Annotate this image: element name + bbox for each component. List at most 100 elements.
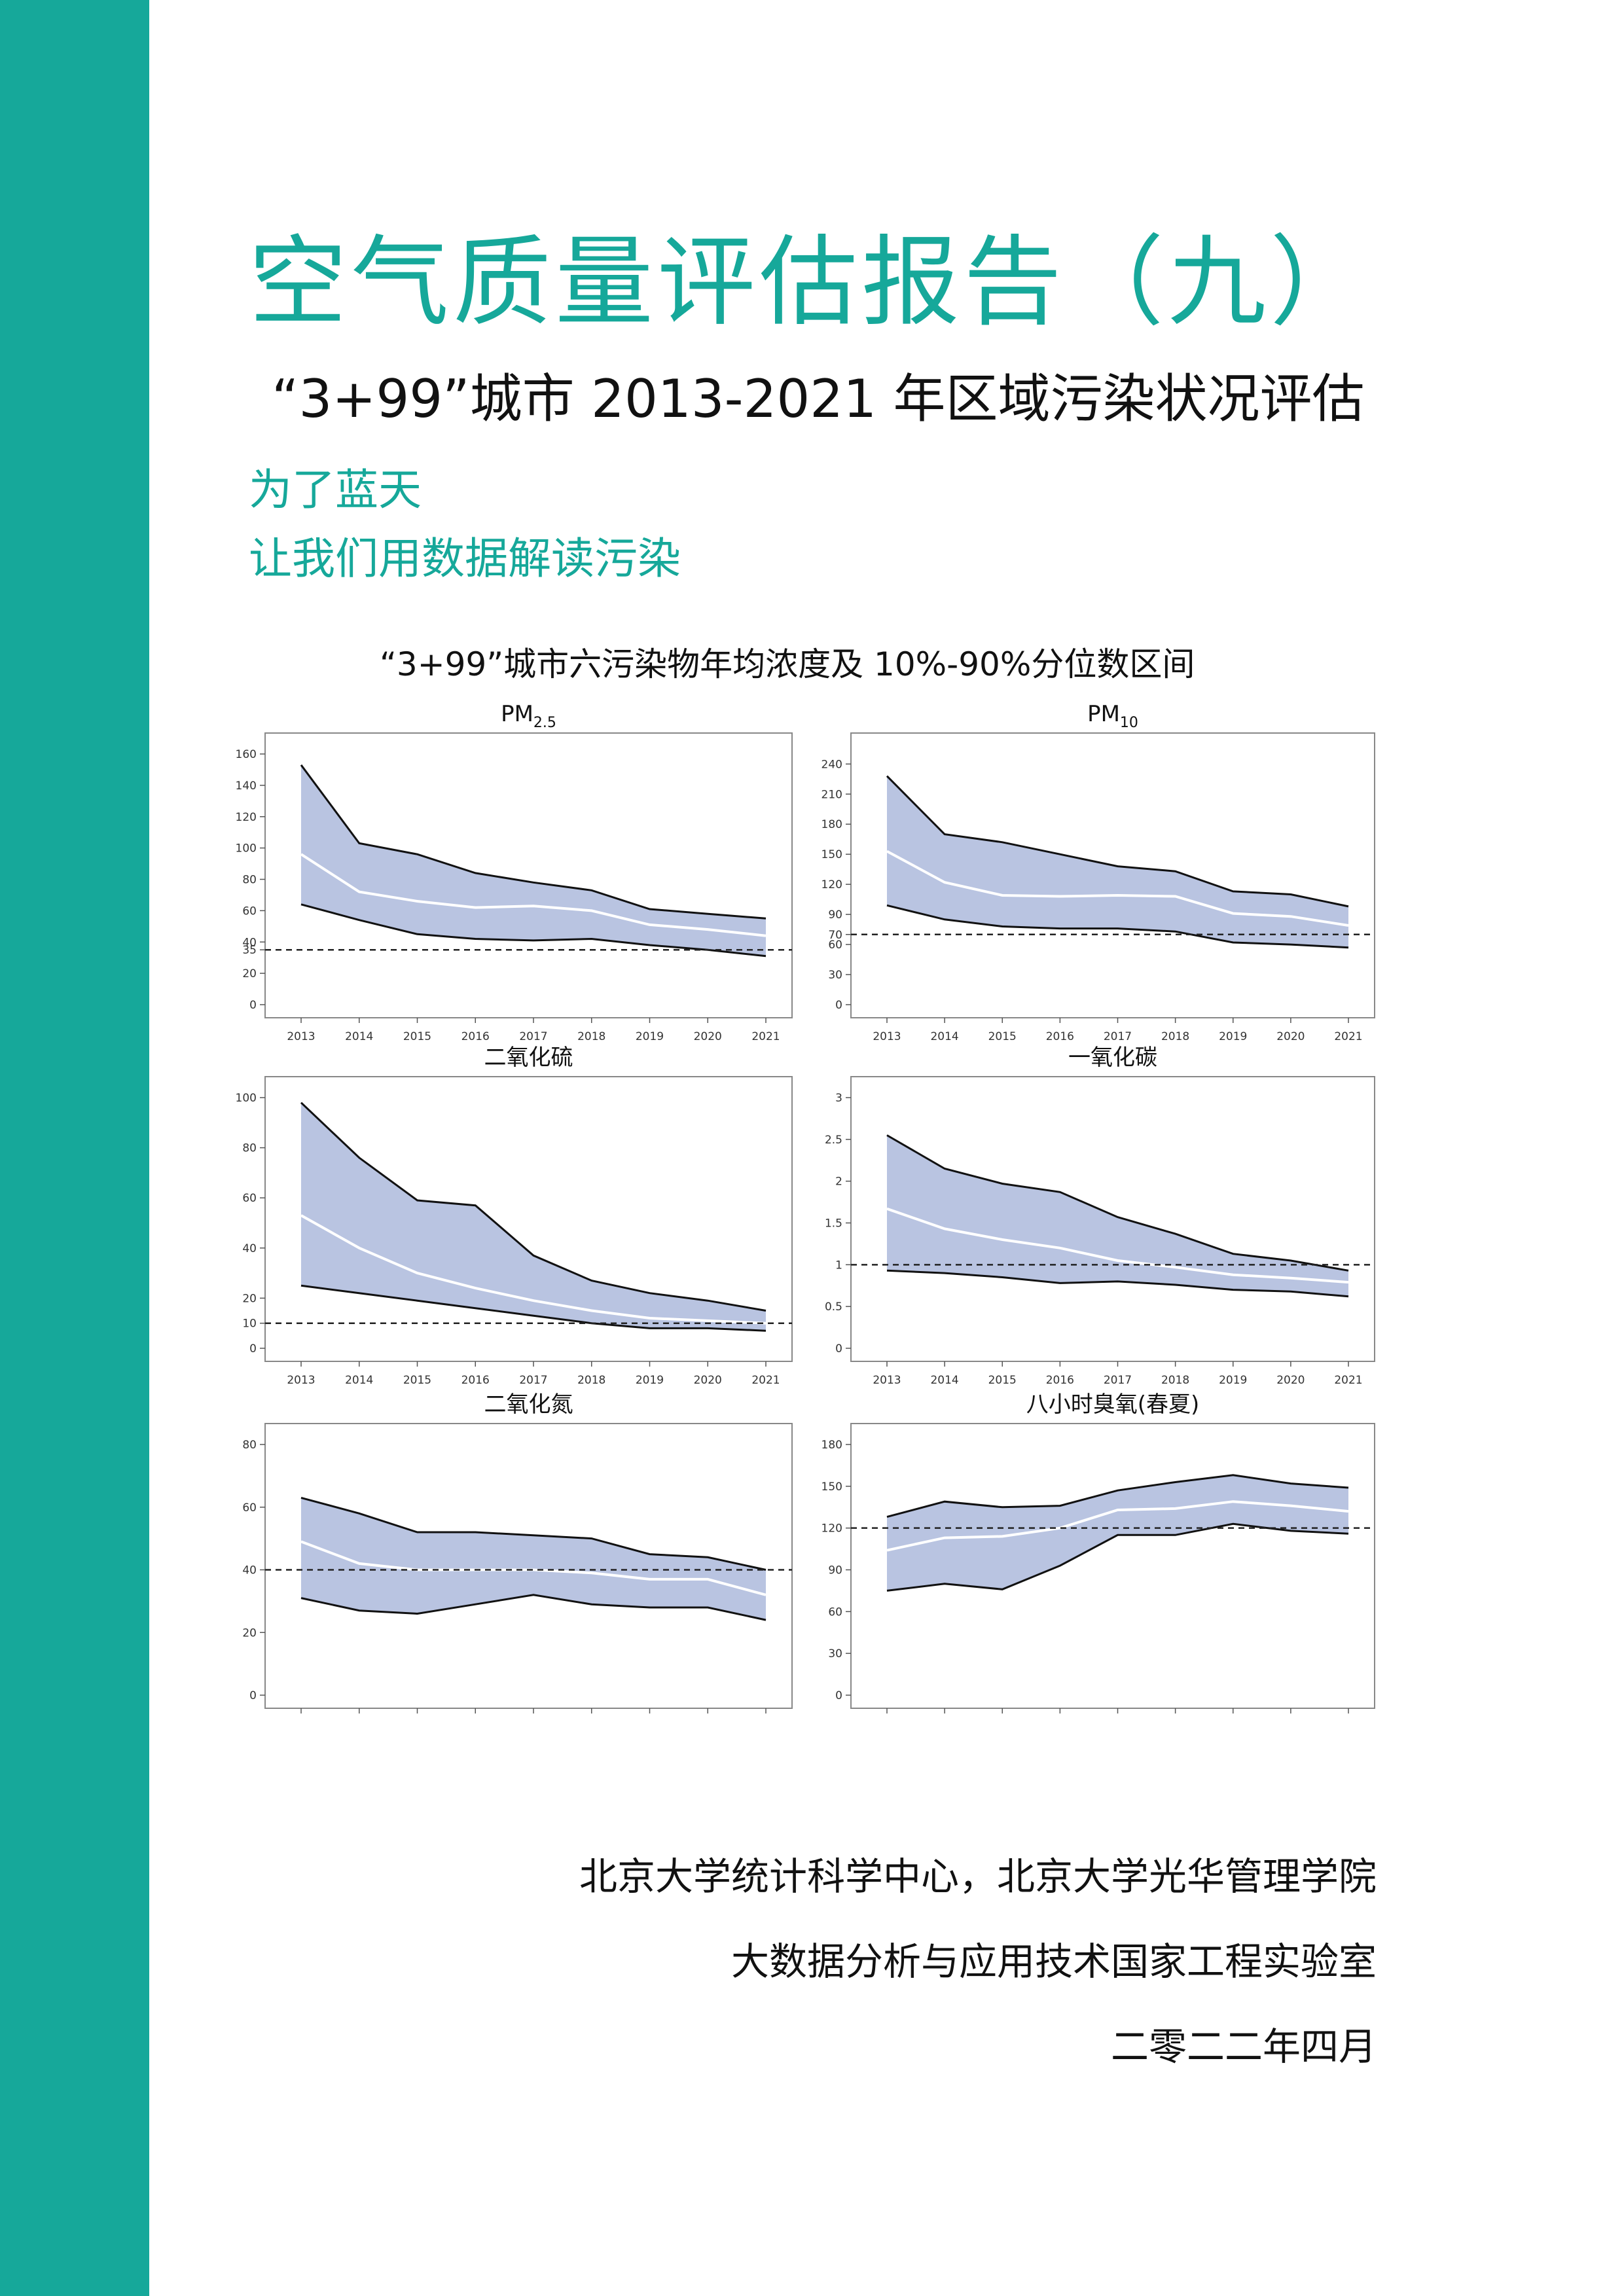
x-tick-label: 2017 [519,1030,547,1043]
y-tick-label: 100 [236,842,257,855]
y-tick-label: 0 [835,1342,842,1355]
x-tick-label: 2014 [930,1374,958,1387]
x-tick-label: 2017 [519,1374,547,1387]
y-tick-label: 60 [242,1192,257,1205]
slogan-line-1: 为了蓝天 [249,465,422,515]
y-tick-label: 0 [835,1689,842,1702]
x-tick-label: 2017 [1104,1374,1132,1387]
y-tick-label: 1 [835,1259,842,1272]
y-tick-label: 30 [828,1647,842,1660]
y-tick-label: 210 [821,788,842,801]
report-title: 空气质量评估报告（九） [249,226,1373,340]
slogan-line-2: 让我们用数据解读污染 [249,533,681,584]
y-tick-label: 80 [242,1439,257,1452]
author-line-2: 大数据分析与应用技术国家工程实验室 [731,1939,1377,1984]
y-tick-label: 30 [828,969,842,982]
x-tick-label: 2014 [345,1374,373,1387]
x-tick-label: 2020 [1276,1030,1305,1043]
author-line-1: 北京大学统计科学中心，北京大学光华管理学院 [579,1854,1377,1899]
y-tick-label: 80 [242,874,257,887]
series-line-p90 [886,1134,1349,1272]
x-tick-label: 2013 [287,1030,315,1043]
series-line-median [300,853,767,937]
y-tick-label: 20 [242,1626,257,1640]
series-line-p90 [300,1496,767,1571]
x-tick-label: 2016 [1046,1374,1074,1387]
y-tick-label: 80 [242,1142,257,1155]
series-line-p90 [300,764,767,920]
series-line-p10 [886,1269,1349,1298]
chart-title: 二氧化氮 [484,1391,573,1418]
y-tick-label: 180 [821,818,842,831]
x-tick-label: 2021 [1334,1030,1362,1043]
x-tick-label: 2020 [694,1030,722,1043]
x-tick-label: 2016 [461,1030,490,1043]
x-tick-label: 2017 [1104,1030,1132,1043]
y-tick-label: 35 [242,944,257,957]
x-tick-label: 2019 [636,1374,664,1387]
series-line-p10 [300,903,767,958]
x-tick-label: 2019 [1219,1374,1247,1387]
series-line-p10 [300,1284,767,1332]
y-tick-label: 0 [249,999,257,1012]
quantile-band-10-90 [887,1135,1348,1297]
series-line-p90 [886,775,1349,908]
series-line-median [886,1500,1349,1552]
y-tick-label: 10 [242,1318,257,1331]
y-tick-label: 90 [828,908,842,922]
side-color-bar [0,0,149,2296]
y-tick-label: 120 [821,878,842,891]
series-line-p10 [886,904,1349,949]
series-line-p90 [300,1102,767,1312]
y-tick-label: 140 [236,780,257,793]
x-tick-label: 2013 [873,1030,901,1043]
y-tick-label: 60 [242,905,257,918]
series-line-p90 [886,1474,1349,1518]
series-line-median [300,1214,767,1325]
x-tick-label: 2016 [461,1374,490,1387]
x-tick-label: 2014 [930,1030,958,1043]
x-tick-label: 2018 [1161,1374,1189,1387]
x-tick-label: 2014 [345,1030,373,1043]
quantile-band-10-90 [301,764,766,956]
quantile-band-10-90 [301,1102,766,1331]
y-tick-label: 120 [236,811,257,824]
chart-panel: 八小时臭氧(春夏)0306090120150180201320142015201… [821,1391,1375,1721]
x-tick-label: 2015 [988,1374,1017,1387]
y-tick-label: 1.5 [825,1217,842,1230]
y-tick-label: 60 [828,939,842,952]
y-tick-label: 180 [821,1439,842,1452]
x-tick-label: 2013 [873,1374,901,1387]
series-line-median [886,1207,1349,1284]
x-tick-label: 2015 [403,1374,431,1387]
y-tick-label: 120 [821,1522,842,1535]
y-tick-label: 0 [835,999,842,1012]
plot-frame [264,1076,793,1362]
y-tick-label: 20 [242,1292,257,1305]
y-tick-label: 160 [236,748,257,761]
y-tick-label: 150 [821,848,842,861]
quantile-band-10-90 [887,776,1348,948]
x-tick-label: 2019 [636,1030,664,1043]
y-tick-label: 100 [236,1092,257,1105]
series-line-median [300,1540,767,1596]
plot-frame [850,732,1375,1018]
y-tick-label: 40 [242,1564,257,1577]
y-tick-label: 0.5 [825,1300,842,1314]
y-tick-label: 2 [835,1175,842,1189]
y-tick-label: 60 [242,1501,257,1515]
plot-frame [850,1423,1375,1709]
x-tick-label: 2019 [1219,1030,1247,1043]
x-tick-label: 2018 [577,1374,605,1387]
chart-title: PM10 [1087,701,1138,731]
chart-panel: 一氧化碳 0 0.5 1 1.5 2 2.5 3 2013 2014 2015 2016 2017 201… [825,1045,1375,1387]
x-tick-label: 2018 [1161,1030,1189,1043]
y-tick-label: 3 [835,1092,842,1105]
x-tick-label: 2018 [577,1030,605,1043]
y-tick-label: 20 [242,967,257,980]
quantile-band-10-90 [301,1498,766,1621]
chart-title: PM2.5 [501,701,556,731]
